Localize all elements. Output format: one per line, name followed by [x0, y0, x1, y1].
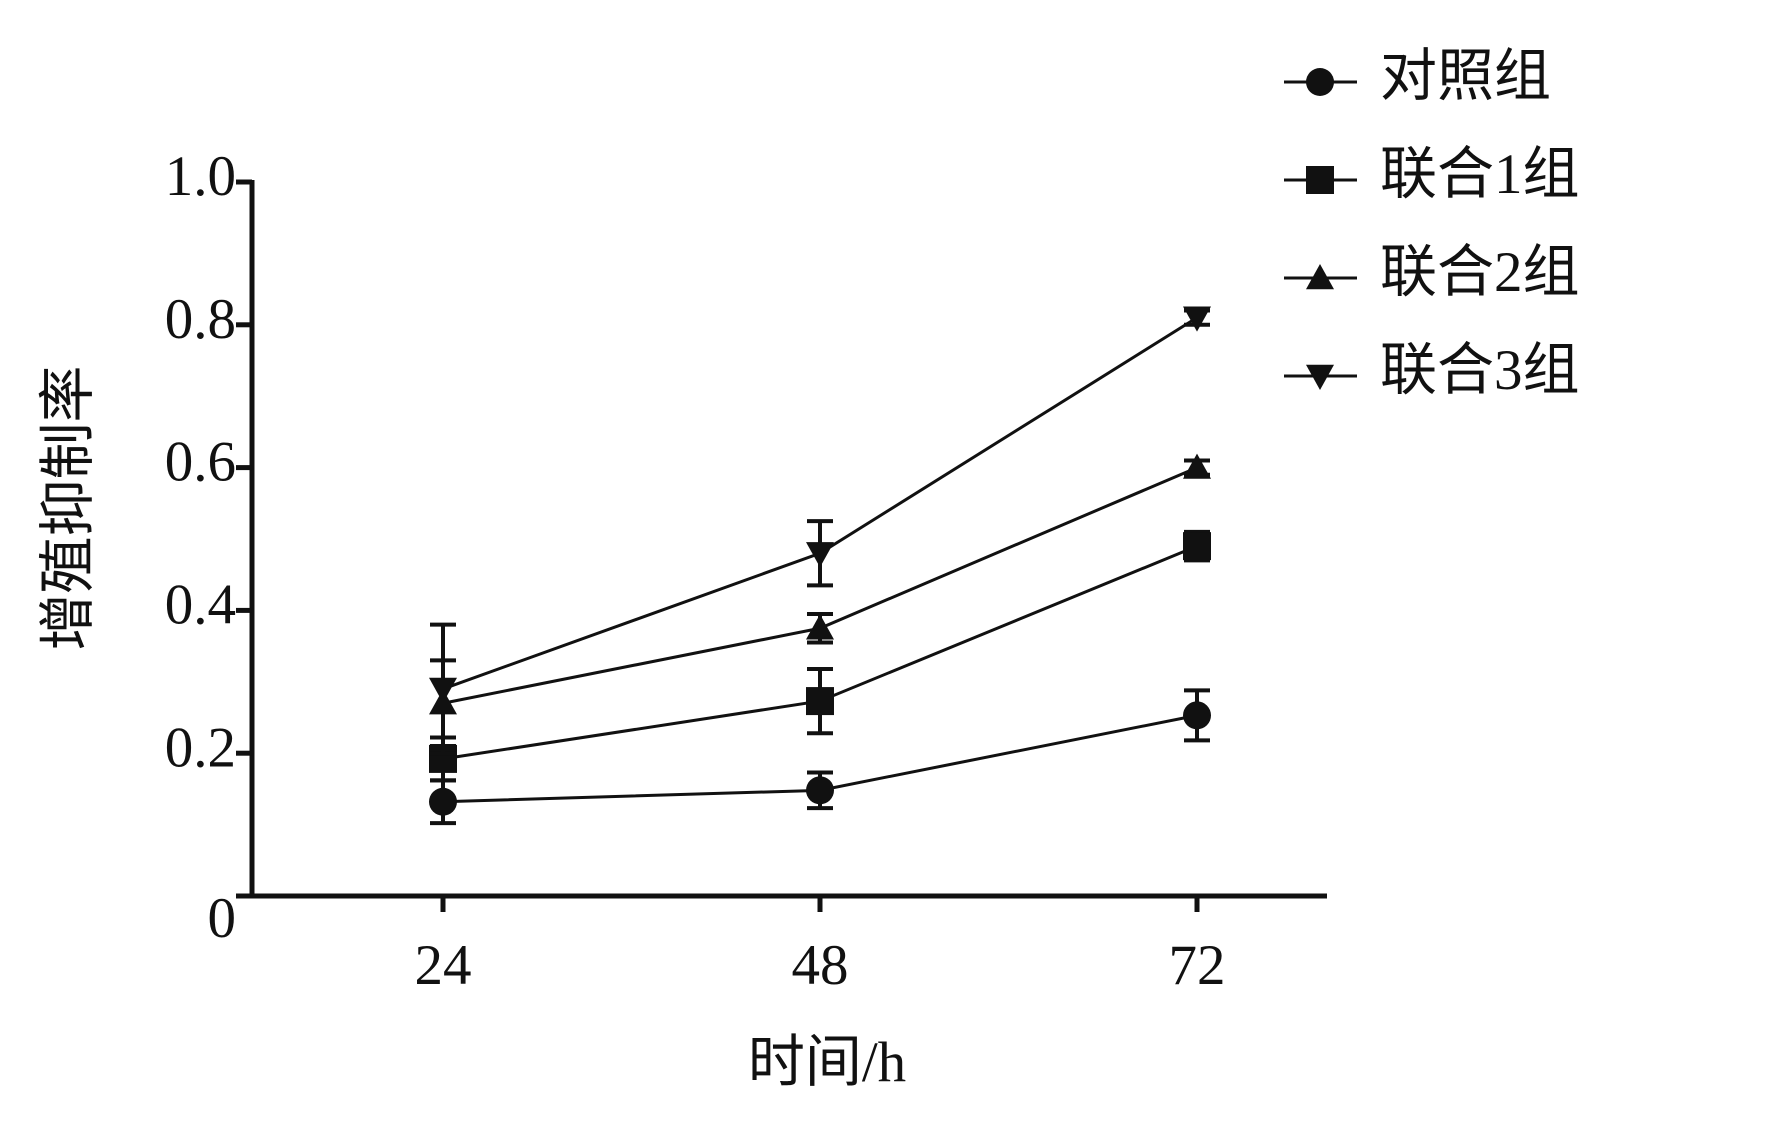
legend-label: 联合3组 [1380, 339, 1580, 402]
marker [806, 687, 834, 716]
y-tick-label: 0.2 [165, 716, 236, 779]
marker [1183, 701, 1211, 730]
y-tick-label: 0.8 [165, 288, 236, 351]
y-tick-label: 0.4 [165, 573, 236, 636]
legend-label: 联合2组 [1380, 241, 1580, 304]
marker [1306, 264, 1334, 290]
y-tick-label: 0 [208, 887, 237, 950]
marker [1183, 453, 1211, 479]
x-tick-label: 24 [415, 934, 472, 997]
marker [1306, 68, 1334, 96]
marker [1183, 306, 1211, 332]
x-tick-label: 48 [792, 934, 849, 997]
marker [1306, 166, 1334, 194]
marker [806, 542, 834, 568]
y-axis-label: 增殖抑制率 [37, 366, 100, 651]
y-tick-label: 1.0 [165, 145, 236, 208]
x-axis-label: 时间/h [748, 1031, 906, 1094]
marker [1306, 364, 1334, 390]
marker [429, 677, 457, 703]
marker [1183, 532, 1211, 561]
legend-label: 联合1组 [1380, 143, 1580, 206]
legend-label: 对照组 [1380, 45, 1551, 108]
marker [429, 787, 457, 816]
y-tick-label: 0.6 [165, 431, 236, 494]
marker [806, 614, 834, 640]
marker [806, 776, 834, 805]
x-tick-label: 72 [1169, 934, 1226, 997]
